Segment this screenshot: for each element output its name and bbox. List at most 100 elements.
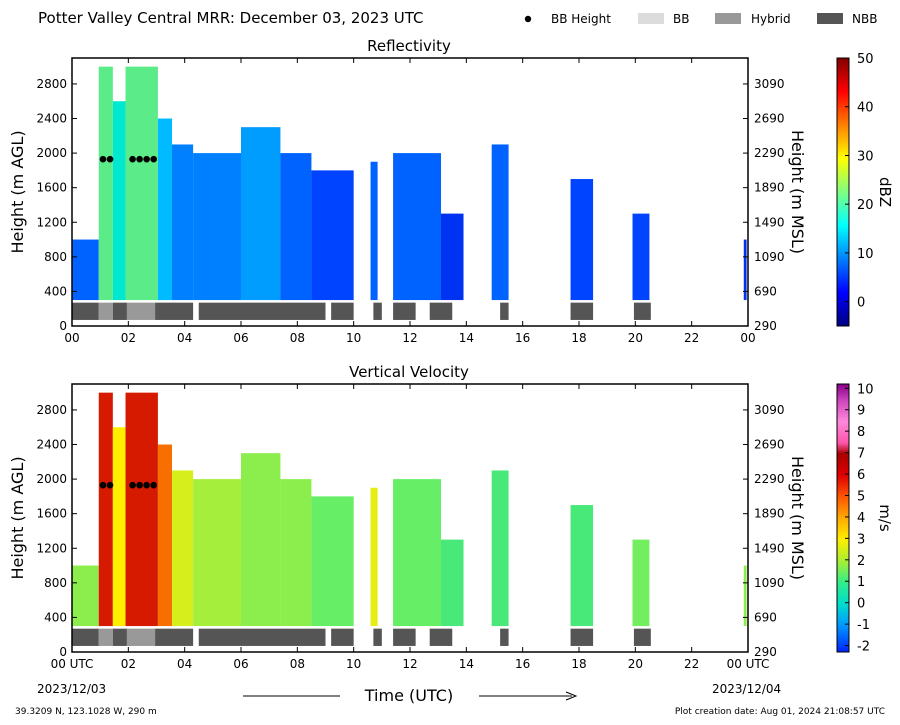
velocity-y2-tick-label: 2690 (754, 438, 785, 452)
velocity-colorbar-tick-label: -1 (857, 618, 870, 633)
velocity-echo-column (157, 444, 172, 627)
reflectivity-bb-type-bar (570, 302, 594, 320)
reflectivity-colorbar-tick-label: 40 (857, 101, 874, 116)
velocity-bb-height-point (99, 481, 107, 489)
velocity-bb-height-point (136, 481, 143, 489)
velocity-echo-column (393, 479, 441, 627)
velocity-y-tick-label: 2400 (36, 438, 67, 452)
reflectivity-y2-tick-label: 2290 (754, 146, 785, 160)
reflectivity-y2-tick-label: 1490 (754, 215, 785, 229)
reflectivity-bb-type-bar (155, 302, 194, 320)
velocity-bb-type-bar (198, 628, 326, 646)
x-axis-title: Time (UTC) (364, 686, 453, 705)
reflectivity-x-tick-label: 08 (290, 331, 305, 345)
velocity-bb-type-bar (126, 628, 156, 646)
reflectivity-y-tick-label: 2800 (36, 77, 67, 91)
reflectivity-y-tick-label: 400 (44, 284, 67, 298)
reflectivity-x-tick-label: 06 (233, 331, 248, 345)
reflectivity-bb-height-point (136, 155, 143, 163)
reflectivity-bb-type-bar (429, 302, 453, 320)
legend-bb-label: BB (673, 12, 689, 26)
reflectivity-bb-type-bar (633, 302, 651, 320)
velocity-echo-column (570, 505, 594, 627)
end-date: 2023/12/04 (712, 682, 781, 696)
velocity-colorbar-tick-label: 2 (857, 554, 865, 569)
velocity-bb-type-bar (393, 628, 416, 646)
reflectivity-x-tick-label: 14 (459, 331, 474, 345)
legend-hybrid-label: Hybrid (751, 12, 791, 26)
reflectivity-echo-column (393, 153, 441, 301)
reflectivity-bb-height-point (106, 155, 114, 163)
velocity-y2-tick-label: 1890 (754, 507, 785, 521)
velocity-bb-height-point (106, 481, 114, 489)
velocity-y-tick-label: 1200 (36, 541, 67, 555)
reflectivity-echo-column (157, 118, 172, 301)
velocity-colorbar-tick-label: 0 (857, 597, 865, 612)
legend-bb-swatch (638, 13, 664, 24)
velocity-colorbar-tick-label: 10 (857, 382, 874, 397)
reflectivity-colorbar-tick-label: 0 (857, 296, 865, 311)
reflectivity-y2-tick-label: 290 (754, 319, 777, 333)
velocity-x-tick-label: 02 (121, 657, 136, 671)
reflectivity-echo-column (72, 239, 99, 301)
velocity-colorbar-tick-label: 1 (857, 575, 865, 590)
reflectivity-ylabel: Height (m AGL) (8, 130, 27, 253)
velocity-x-tick-label: 14 (459, 657, 474, 671)
reflectivity-plot-area (72, 66, 747, 320)
velocity-bb-type-bar (429, 628, 453, 646)
reflectivity-colorbar-tick-label: 50 (857, 52, 874, 67)
reflectivity-x-tick-label: 22 (684, 331, 699, 345)
velocity-echo-column (241, 453, 281, 627)
velocity-colorbar-tick-label: 9 (857, 404, 865, 419)
velocity-bb-type-bar (331, 628, 354, 646)
velocity-echo-column (171, 470, 194, 627)
bb-legend: BB Height BB Hybrid NBB (524, 12, 877, 26)
velocity-colorbar-tick-label: 7 (857, 447, 865, 462)
reflectivity-x-tick-label: 16 (515, 331, 530, 345)
reflectivity-echo-column (171, 144, 194, 301)
velocity-echo-column (193, 479, 241, 627)
velocity-y-tick-label: 2000 (36, 472, 67, 486)
reflectivity-echo-column (280, 153, 312, 301)
velocity-x-tick-label: 12 (402, 657, 417, 671)
reflectivity-y-tick-label: 800 (44, 250, 67, 264)
velocity-bb-height-point (129, 481, 136, 489)
velocity-echo-column (112, 427, 126, 627)
velocity-echo-column (491, 470, 509, 627)
velocity-y2label: Height (m MSL) (788, 456, 807, 580)
velocity-colorbar-tick-label: 3 (857, 532, 865, 547)
reflectivity-x-tick-label: 04 (177, 331, 192, 345)
reflectivity-bb-type-bar (72, 302, 99, 320)
velocity-y2-tick-label: 290 (754, 645, 777, 659)
velocity-echo-column (311, 496, 354, 627)
reflectivity-echo-column (98, 66, 113, 301)
reflectivity-y-tick-label: 2400 (36, 112, 67, 126)
velocity-echo-column (280, 479, 312, 627)
reflectivity-bb-type-bar (373, 302, 382, 320)
legend-nbb-swatch (817, 13, 843, 24)
reflectivity-y-tick-label: 1600 (36, 181, 67, 195)
reflectivity-x-tick-label: 00 (740, 331, 755, 345)
velocity-y-tick-label: 1600 (36, 507, 67, 521)
reflectivity-colorbar-tick-label: 20 (857, 198, 874, 213)
velocity-echo-column (72, 565, 99, 627)
velocity-y2-tick-label: 1490 (754, 541, 785, 555)
velocity-y-tick-label: 0 (59, 645, 67, 659)
reflectivity-y-tick-label: 2000 (36, 146, 67, 160)
reflectivity-bb-type-bar (331, 302, 354, 320)
velocity-title: Vertical Velocity (349, 363, 469, 381)
velocity-plot-area (72, 392, 747, 646)
reflectivity-echo-column (491, 144, 509, 301)
velocity-bb-type-bar (500, 628, 509, 646)
vertical-velocity-panel: Vertical Velocity Height (m AGL) Height … (8, 363, 894, 671)
reflectivity-echo-column (370, 161, 378, 301)
reflectivity-y-tick-label: 1200 (36, 215, 67, 229)
figure-title: Potter Valley Central MRR: December 03, … (38, 9, 424, 27)
velocity-echo-column (632, 539, 650, 627)
reflectivity-x-tick-label: 18 (571, 331, 586, 345)
velocity-x-tick-label: 20 (628, 657, 643, 671)
reflectivity-colorbar-label: dBZ (876, 177, 894, 207)
velocity-colorbar-tick-label: 4 (857, 511, 865, 526)
velocity-x-tick-label: 06 (233, 657, 248, 671)
